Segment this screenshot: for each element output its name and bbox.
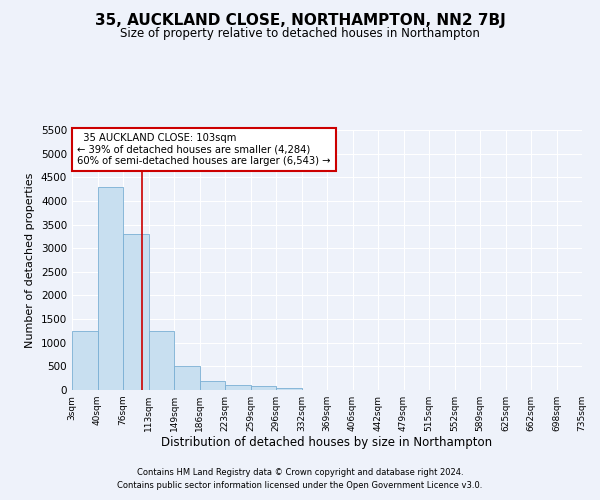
Bar: [97, 186, 123, 390]
Bar: [123, 234, 149, 390]
Text: 35 AUCKLAND CLOSE: 103sqm  
← 39% of detached houses are smaller (4,284)
60% of : 35 AUCKLAND CLOSE: 103sqm ← 39% of detac…: [77, 132, 331, 166]
Bar: [251, 386, 276, 390]
Text: 35, AUCKLAND CLOSE, NORTHAMPTON, NN2 7BJ: 35, AUCKLAND CLOSE, NORTHAMPTON, NN2 7BJ: [95, 12, 505, 28]
Bar: [199, 380, 225, 390]
Text: Contains HM Land Registry data © Crown copyright and database right 2024.: Contains HM Land Registry data © Crown c…: [137, 468, 463, 477]
Y-axis label: Number of detached properties: Number of detached properties: [25, 172, 35, 348]
Text: Size of property relative to detached houses in Northampton: Size of property relative to detached ho…: [120, 28, 480, 40]
Bar: [149, 331, 174, 390]
Text: Distribution of detached houses by size in Northampton: Distribution of detached houses by size …: [161, 436, 493, 449]
Bar: [72, 331, 97, 390]
Bar: [174, 366, 199, 390]
Bar: [225, 386, 251, 390]
Bar: [276, 388, 302, 390]
Text: Contains public sector information licensed under the Open Government Licence v3: Contains public sector information licen…: [118, 480, 482, 490]
